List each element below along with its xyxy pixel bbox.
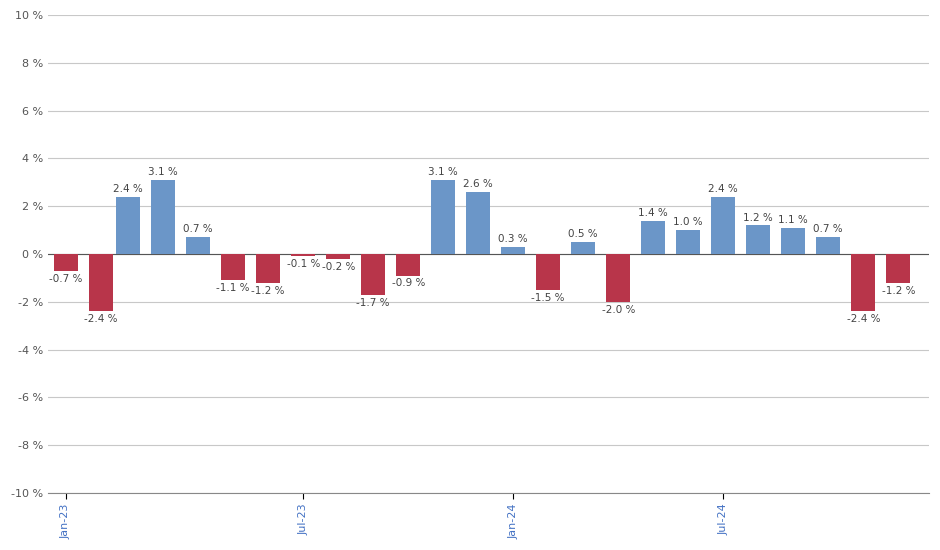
Bar xyxy=(852,254,875,311)
Text: 0.5 %: 0.5 % xyxy=(569,229,598,239)
Text: -1.2 %: -1.2 % xyxy=(882,285,915,295)
Text: 3.1 %: 3.1 % xyxy=(149,167,178,177)
Text: -1.7 %: -1.7 % xyxy=(356,298,390,307)
Text: 1.0 %: 1.0 % xyxy=(673,217,703,227)
Bar xyxy=(88,254,113,311)
Bar xyxy=(54,254,78,271)
Text: -1.2 %: -1.2 % xyxy=(251,285,285,295)
Bar xyxy=(536,254,560,290)
Bar xyxy=(151,180,175,254)
Text: -0.2 %: -0.2 % xyxy=(321,262,355,272)
Bar xyxy=(326,254,351,259)
Bar xyxy=(501,247,525,254)
Text: 2.6 %: 2.6 % xyxy=(463,179,494,189)
Text: 1.1 %: 1.1 % xyxy=(778,215,808,225)
Bar xyxy=(606,254,630,302)
Bar xyxy=(816,237,840,254)
Text: -1.5 %: -1.5 % xyxy=(531,293,565,303)
Bar xyxy=(886,254,910,283)
Text: 0.7 %: 0.7 % xyxy=(183,224,213,234)
Text: 2.4 %: 2.4 % xyxy=(709,184,738,194)
Text: 3.1 %: 3.1 % xyxy=(429,167,458,177)
Bar xyxy=(291,254,315,256)
Text: -2.4 %: -2.4 % xyxy=(84,314,118,324)
Text: -0.1 %: -0.1 % xyxy=(287,259,320,270)
Text: 1.2 %: 1.2 % xyxy=(744,212,773,223)
Bar xyxy=(221,254,245,280)
Text: 2.4 %: 2.4 % xyxy=(114,184,143,194)
Text: 1.4 %: 1.4 % xyxy=(638,208,668,218)
Text: 0.7 %: 0.7 % xyxy=(813,224,843,234)
Bar xyxy=(781,228,806,254)
Text: -2.0 %: -2.0 % xyxy=(602,305,634,315)
Bar xyxy=(431,180,455,254)
Bar xyxy=(676,230,700,254)
Text: 0.3 %: 0.3 % xyxy=(498,234,528,244)
Bar xyxy=(186,237,211,254)
Bar xyxy=(117,197,140,254)
Bar xyxy=(572,242,595,254)
Bar xyxy=(746,226,770,254)
Bar xyxy=(466,192,491,254)
Text: -0.9 %: -0.9 % xyxy=(392,278,425,288)
Bar xyxy=(712,197,735,254)
Bar xyxy=(641,221,666,254)
Text: -2.4 %: -2.4 % xyxy=(847,314,880,324)
Text: -1.1 %: -1.1 % xyxy=(216,283,250,293)
Bar xyxy=(361,254,385,295)
Bar xyxy=(396,254,420,276)
Text: -0.7 %: -0.7 % xyxy=(49,274,83,284)
Bar xyxy=(257,254,280,283)
